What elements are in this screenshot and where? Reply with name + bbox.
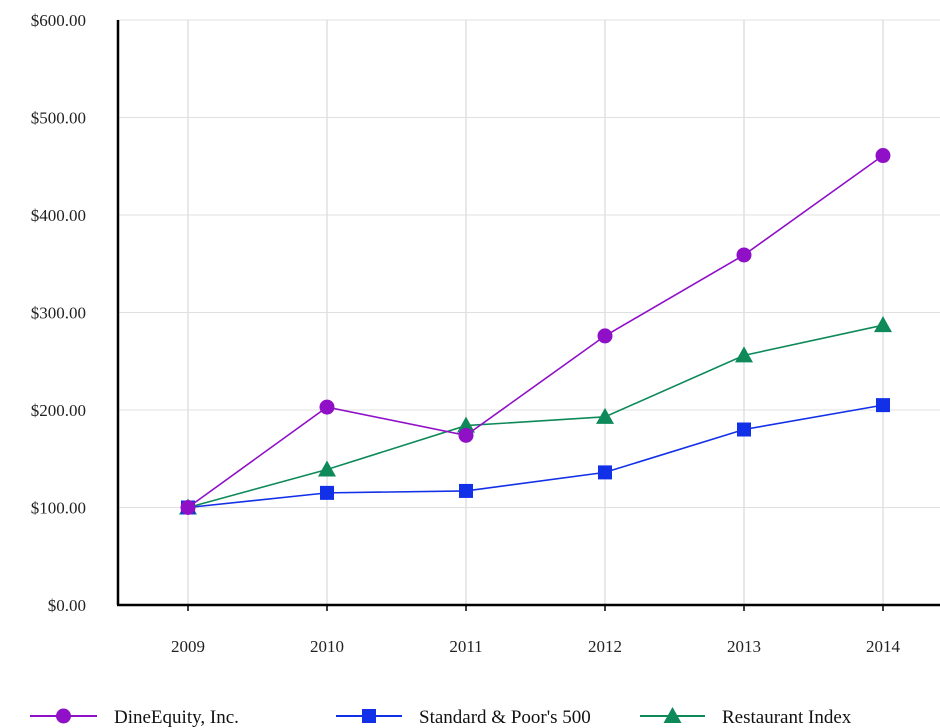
- legend-label: Standard & Poor's 500: [419, 707, 591, 728]
- x-tick-label: 2009: [171, 637, 205, 656]
- y-tick-label: $200.00: [31, 401, 86, 420]
- legend-marker: [56, 708, 71, 724]
- legend-item: Standard & Poor's 500: [336, 707, 591, 728]
- data-point: [876, 398, 890, 413]
- data-point: [874, 316, 892, 333]
- y-axis-ticks: $0.00 $100.00 $200.00 $300.00 $400.00 $500.00…: [31, 11, 86, 615]
- data-point: [598, 465, 612, 480]
- series-line: [187, 404, 884, 509]
- series-line: [187, 154, 884, 509]
- legend-label: DineEquity, Inc.: [114, 707, 239, 728]
- data-point: [459, 483, 473, 498]
- legend-item: DineEquity, Inc.: [30, 707, 239, 728]
- series-circle: [180, 148, 891, 515]
- data-point: [596, 407, 614, 424]
- x-tick-label: 2011: [449, 637, 482, 656]
- data-point: [457, 416, 475, 433]
- axes: [116, 20, 940, 611]
- series-triangle: [179, 316, 892, 515]
- y-tick-label: $400.00: [31, 206, 86, 225]
- legend-marker: [362, 709, 376, 723]
- y-tick-label: $100.00: [31, 499, 86, 518]
- data-point: [458, 427, 474, 443]
- x-axis-ticks: 2009 2010 2011 2012 2013 2014: [171, 637, 901, 656]
- data-point: [735, 346, 753, 363]
- y-tick-label: $600.00: [31, 11, 86, 30]
- legend-item: Restaurant Index: [640, 707, 852, 728]
- data-point: [319, 399, 335, 415]
- legend-marker: [663, 707, 682, 723]
- data-point: [180, 500, 196, 515]
- y-tick-label: $300.00: [31, 304, 86, 323]
- data-point: [320, 485, 334, 500]
- y-tick-label: $0.00: [48, 596, 86, 615]
- series-line: [187, 324, 884, 509]
- data-point: [318, 460, 336, 477]
- data-point: [875, 148, 891, 164]
- gridlines: [118, 19, 940, 605]
- legend: DineEquity, Inc. Standard & Poor's 500 Res…: [30, 707, 852, 728]
- series-lines: [179, 148, 892, 515]
- x-tick-label: 2013: [727, 637, 761, 656]
- x-tick-label: 2014: [866, 637, 901, 656]
- data-point: [737, 422, 751, 437]
- x-tick-label: 2010: [310, 637, 344, 656]
- series-square: [181, 398, 890, 515]
- data-point: [597, 328, 613, 344]
- y-tick-label: $500.00: [31, 109, 86, 128]
- x-tick-label: 2012: [588, 637, 622, 656]
- data-point: [736, 247, 752, 263]
- legend-label: Restaurant Index: [722, 707, 852, 728]
